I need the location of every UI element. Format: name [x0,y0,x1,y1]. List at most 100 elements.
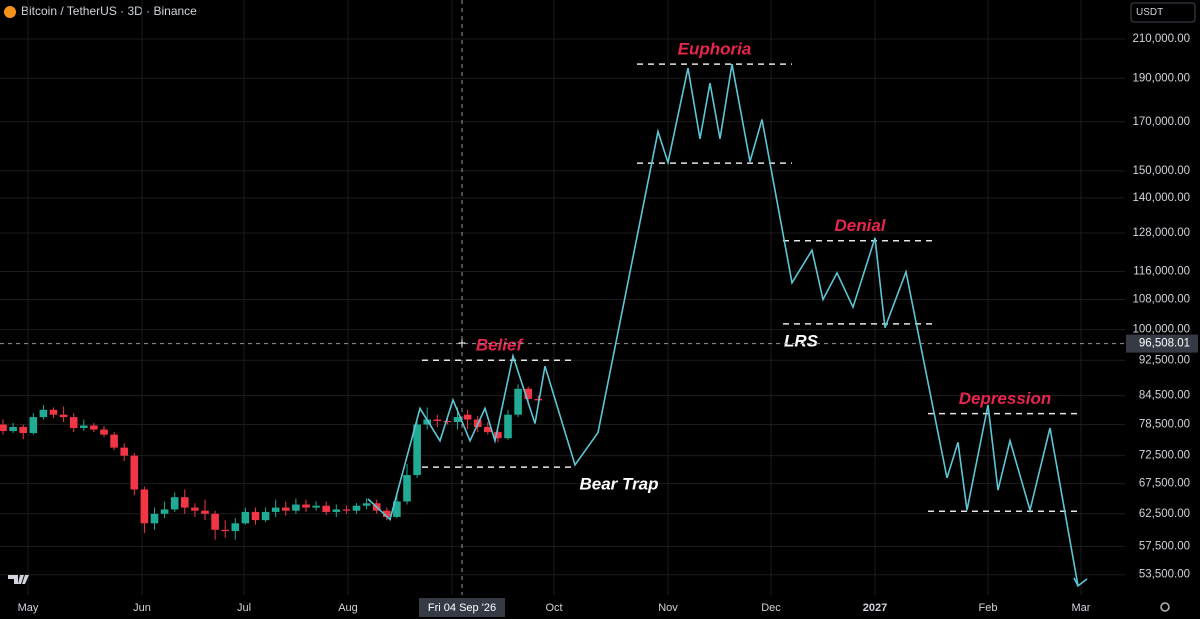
candle-body [0,424,7,432]
candle-body [302,504,310,508]
candle-body [524,388,532,399]
candle-body [534,398,543,401]
candle-body [140,489,149,524]
y-tick-label: 72,500.00 [1139,450,1190,462]
candle-body [211,513,219,530]
x-tick-label: Oct [545,602,562,614]
candle-body [9,427,17,432]
arrow-head [1073,577,1088,588]
x-tick-label: Mar [1072,602,1091,614]
candle-body [484,427,492,433]
x-tick-label: Jun [133,602,151,614]
candle-body [271,507,280,512]
y-tick-label: 92,500.00 [1139,354,1190,366]
candle-body [110,434,118,448]
phase-label: Depression [959,389,1052,408]
candle-body [80,425,88,429]
candle-body [90,425,98,430]
candle-body [29,417,38,434]
candle-body [150,513,159,524]
date-label: Fri 04 Sep '26 [428,602,496,614]
y-tick-label: 116,000.00 [1133,266,1190,278]
candle-body [514,388,522,415]
y-tick-label: 100,000.00 [1132,324,1190,336]
candle-body [292,504,300,511]
y-tick-label: 128,000.00 [1132,227,1190,239]
phase-label: Denial [834,216,886,235]
grid [0,0,1125,595]
candle-body [332,509,341,512]
candle-body [423,419,431,425]
currency-box[interactable] [1130,2,1196,23]
candle-body [201,510,209,514]
candle-body [241,511,250,524]
candle-body [130,455,139,490]
y-tick-label: 78,500.00 [1139,419,1190,431]
y-tick-label: 150,000.00 [1132,165,1190,177]
chart-title: Bitcoin / TetherUS · 3D · Binance [21,4,197,18]
candle-body [251,511,260,521]
candle-body [69,417,78,429]
candle-body [494,432,502,439]
candle-body [504,414,512,439]
y-tick-label: 53,500.00 [1139,569,1190,581]
candle-body [433,419,442,422]
tv-logo [8,575,29,584]
price-label: 96,508.01 [1139,338,1190,350]
candle-body [342,509,351,511]
y-tick-label: 84,500.00 [1139,390,1190,402]
x-tick-label: Nov [658,602,678,614]
candle-body [120,447,128,456]
y-tick-label: 57,500.00 [1139,540,1190,552]
candle-body [352,505,361,511]
date-label-box [419,598,505,617]
candle-body [59,414,68,418]
candle-body [463,414,472,420]
candle-body [160,509,169,514]
candle-body [383,510,391,517]
phase-sub-label: LRS [784,331,819,350]
y-tick-label: 190,000.00 [1132,72,1190,84]
price-label-box [1126,334,1198,353]
candle-body [170,497,179,510]
y-tick-label: 108,000.00 [1132,294,1190,306]
x-tick-label: May [18,602,39,614]
candle-body [312,505,320,508]
candle-body [403,475,411,502]
phase-sub-label: Bear Trap [579,475,658,494]
candle-body [393,501,401,517]
candle-body [19,427,27,434]
crosshair-cursor: + [458,334,466,350]
header: Bitcoin / TetherUS · 3D · Binance [4,4,197,18]
candle-body [221,529,229,532]
x-tick-label: Aug [338,602,358,614]
x-tick-label: 2027 [863,602,887,614]
candle-body [181,497,189,508]
phase-label: Belief [476,336,525,355]
candle-body [261,511,270,521]
coin-icon [4,6,16,18]
x-tick-label: Dec [761,602,781,614]
y-tick-label: 62,500.00 [1139,508,1190,520]
x-tick-label: Feb [979,602,998,614]
currency-label[interactable]: USDT [1136,7,1163,18]
candle-body [39,409,48,418]
phase-label: Euphoria [678,40,752,59]
candle-body [443,421,452,423]
y-tick-label: 140,000.00 [1132,192,1190,204]
candle-body [282,507,290,511]
candle-body [231,523,240,532]
candle-body [453,417,462,423]
y-tick-label: 170,000.00 [1132,116,1190,128]
candle-body [100,429,108,435]
candle-body [413,424,421,476]
candle-body [322,505,330,512]
y-tick-label: 210,000.00 [1132,33,1190,45]
y-tick-label: 67,500.00 [1139,478,1190,490]
x-tick-label: Jul [237,602,251,614]
settings-icon[interactable] [1160,602,1170,612]
logo [8,575,29,584]
